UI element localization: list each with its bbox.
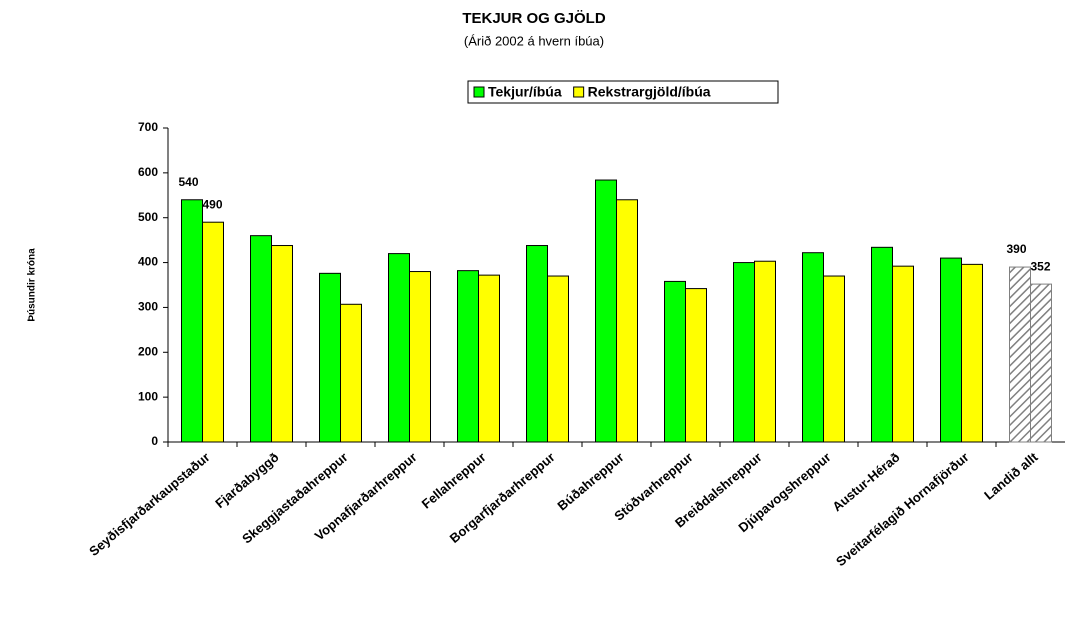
chart-title: TEKJUR OG GJÖLD: [462, 10, 606, 27]
bar: [547, 275, 569, 443]
x-tick-label: Fjarðabyggð: [212, 449, 281, 511]
x-tick-label: Landið allt: [981, 449, 1041, 503]
data-label: 490: [203, 197, 223, 211]
data-label: 390: [1007, 242, 1027, 256]
x-tick-label: Sveitarfélagið Hornafjörður: [833, 449, 972, 569]
data-label: 352: [1031, 259, 1051, 273]
bar: [892, 265, 914, 443]
chart-subtitle: (Árið 2002 á hvern íbúa): [464, 33, 604, 48]
bar: [616, 199, 638, 443]
bar: [823, 275, 845, 443]
y-tick-label: 600: [138, 165, 158, 179]
y-tick-label: 100: [138, 389, 158, 403]
legend-label: Rekstrargjöld/íbúa: [588, 84, 711, 100]
bar: [202, 221, 224, 443]
bar: [271, 245, 293, 443]
y-tick-label: 700: [138, 120, 158, 134]
legend-box: [467, 80, 779, 104]
y-tick-label: 300: [138, 300, 158, 314]
legend-swatch: [473, 86, 485, 98]
bar: [1030, 283, 1052, 443]
bar: [961, 263, 983, 443]
bar: [388, 253, 410, 443]
bar: [871, 246, 893, 443]
bar: [802, 252, 824, 443]
x-tick-label: Seyðisfjarðarkaupstaður: [86, 449, 212, 558]
bar: [754, 260, 776, 443]
bar: [733, 262, 755, 443]
bar: [595, 179, 617, 443]
y-axis-label: Þúsundir króna: [27, 248, 38, 322]
y-tick-label: 0: [151, 434, 158, 448]
bar: [457, 270, 479, 443]
x-tick-label: Austur-Hérað: [829, 449, 902, 514]
legend-swatch: [573, 86, 585, 98]
bar: [1009, 266, 1031, 443]
bar: [250, 235, 272, 443]
y-tick-label: 400: [138, 255, 158, 269]
data-label: 540: [179, 175, 199, 189]
bar: [526, 245, 548, 443]
legend-label: Tekjur/íbúa: [488, 84, 562, 100]
x-tick-label: Fellahreppur: [419, 449, 489, 511]
legend: Tekjur/íbúa Rekstrargjöld/íbúa: [467, 80, 779, 104]
bar: [340, 303, 362, 443]
bar: [319, 272, 341, 443]
y-tick-label: 500: [138, 210, 158, 224]
y-tick-label: 200: [138, 344, 158, 358]
bar: [478, 274, 500, 443]
bar: [685, 288, 707, 443]
bar: [940, 257, 962, 443]
bar: [409, 271, 431, 443]
x-tick-label: Búðahreppur: [554, 449, 626, 513]
bar: [664, 280, 686, 443]
bar: [181, 199, 203, 443]
